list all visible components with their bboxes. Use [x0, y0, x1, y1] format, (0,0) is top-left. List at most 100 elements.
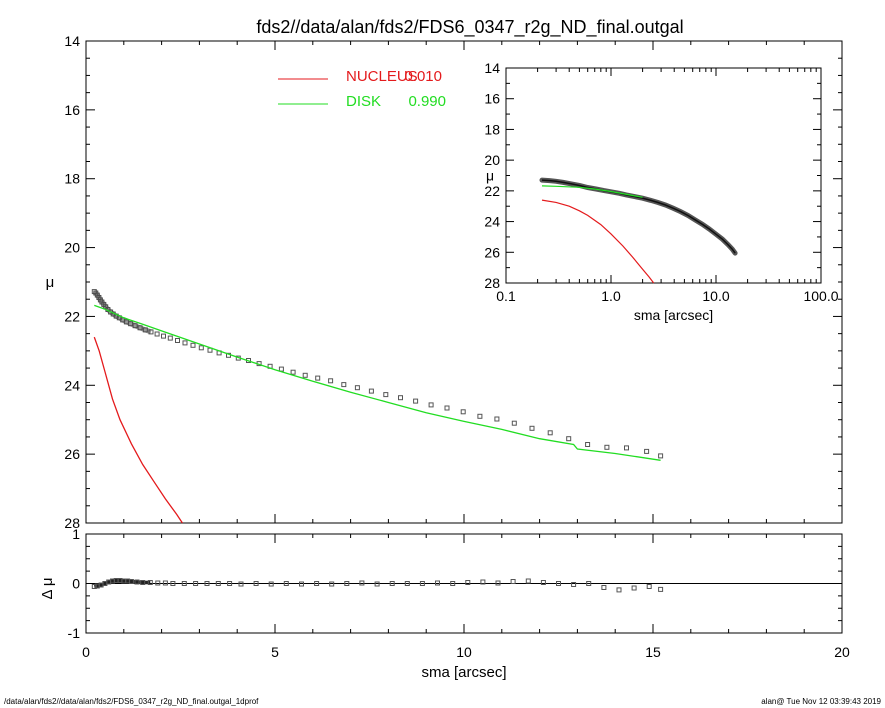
residual-point — [204, 581, 210, 586]
main-data-point — [624, 445, 629, 451]
main-data-point — [398, 395, 403, 401]
inset-y-tick-label: 28 — [484, 275, 500, 291]
residual-point — [374, 581, 380, 587]
inset-x-tick-label: 0.1 — [496, 288, 516, 304]
main-disk-line — [94, 304, 661, 461]
footer-file-path: /data/alan/fds2//data/alan/fds2/FDS6_034… — [4, 697, 259, 706]
main-data-point — [328, 378, 334, 384]
residual-point — [227, 581, 233, 586]
residual-point — [601, 585, 607, 590]
residual-point — [616, 587, 622, 593]
x-tick-label: 0 — [82, 644, 90, 660]
residual-point — [253, 581, 259, 586]
residual-point — [571, 582, 577, 587]
inset-y-tick-label: 14 — [484, 60, 500, 76]
main-data-point — [585, 442, 591, 447]
residual-point — [389, 581, 395, 586]
residual-y-tick-label: 0 — [72, 576, 80, 592]
inset-x-tick-label: 1.0 — [601, 288, 621, 304]
main-y-tick-label: 26 — [64, 446, 80, 462]
residual-point — [344, 581, 350, 586]
residual-point — [314, 581, 320, 586]
residual-point — [162, 580, 168, 586]
main-data-point — [644, 448, 650, 454]
inset-plot-frame — [505, 67, 822, 284]
main-data-point — [167, 335, 173, 341]
residual-point — [193, 581, 199, 586]
residual-point — [404, 581, 410, 586]
inset-x-tick-label: 100.0 — [803, 288, 838, 304]
main-y-tick-label: 20 — [64, 240, 80, 256]
x-tick-label: 15 — [645, 644, 661, 660]
inset-y-tick-label: 18 — [484, 121, 500, 137]
main-y-tick-label: 28 — [64, 515, 80, 531]
main-data-point — [566, 436, 572, 442]
residual-point — [419, 581, 425, 586]
chart-title: fds2//data/alan/fds2/FDS6_0347_r2g_ND_fi… — [256, 17, 683, 38]
inset-y-tick-label: 22 — [484, 183, 500, 199]
main-data-point — [658, 453, 664, 459]
main-y-axis-label: μ — [46, 274, 55, 291]
main-data-point — [460, 409, 466, 415]
residual-point — [170, 581, 176, 586]
footer-user-timestamp: alan@ Tue Nov 12 03:39:43 2019 — [761, 697, 881, 706]
residual-y-axis-label: Δ μ — [39, 577, 56, 599]
x-axis-label: sma [arcsec] — [421, 664, 506, 681]
residual-point — [658, 586, 664, 592]
main-data-point — [368, 388, 374, 394]
main-data-point — [413, 398, 419, 404]
inset-nucleus-line — [541, 199, 655, 284]
residual-point — [329, 581, 335, 587]
main-data-point — [278, 366, 284, 372]
main-data-point — [315, 375, 321, 381]
inset-y-tick-label: 26 — [484, 244, 500, 260]
log-inset-panel: 14 16 18 20 22 24 26 280.1 1.0 10.0 100.0 sma [arcs… — [484, 60, 838, 323]
main-y-tick-label: 14 — [64, 33, 80, 49]
main-data-point — [154, 331, 160, 337]
residual-point — [181, 581, 187, 586]
residual-point — [128, 579, 134, 584]
main-data-point — [190, 342, 196, 348]
main-data-point — [494, 416, 500, 422]
main-data-point — [198, 345, 204, 351]
residual-y-tick-label: -1 — [68, 625, 81, 641]
inset-x-tick-label: 10.0 — [702, 288, 729, 304]
legend-disk-label: DISK — [346, 93, 381, 110]
main-data-point — [354, 385, 360, 391]
main-nucleus-line — [93, 336, 183, 524]
main-data-point — [511, 420, 517, 426]
residual-point — [299, 581, 304, 587]
residual-point — [495, 580, 501, 586]
main-data-point — [175, 338, 180, 343]
residual-point — [646, 584, 652, 589]
residual-point — [556, 581, 561, 586]
inset-data-line — [541, 179, 736, 254]
x-tick-label: 10 — [456, 644, 472, 660]
main-data-point — [529, 425, 535, 431]
residual-point — [359, 580, 365, 586]
main-y-tick-label: 18 — [64, 171, 80, 187]
main-data-point — [302, 372, 308, 378]
residual-point — [586, 581, 592, 586]
residual-point — [540, 580, 546, 585]
main-data-point — [477, 413, 483, 419]
main-data-point — [182, 340, 188, 346]
x-tick-label: 20 — [834, 644, 850, 660]
inset-y-tick-label: 16 — [484, 91, 500, 107]
residual-point — [91, 584, 97, 589]
residual-point — [134, 579, 140, 585]
inset-y-tick-label: 20 — [484, 152, 500, 168]
residual-point — [268, 581, 274, 587]
main-data-point — [341, 382, 347, 388]
inset-y-axis-label: μ — [486, 168, 494, 184]
residual-point — [435, 580, 440, 586]
residual-point — [238, 581, 244, 587]
residual-point — [283, 581, 289, 586]
main-data-point — [383, 392, 389, 398]
residual-point — [155, 580, 161, 586]
legend-nucleus-value: 0.010 — [404, 68, 442, 85]
main-y-tick-label: 22 — [64, 308, 80, 324]
main-data-point — [604, 444, 610, 450]
main-data-point — [428, 402, 434, 408]
